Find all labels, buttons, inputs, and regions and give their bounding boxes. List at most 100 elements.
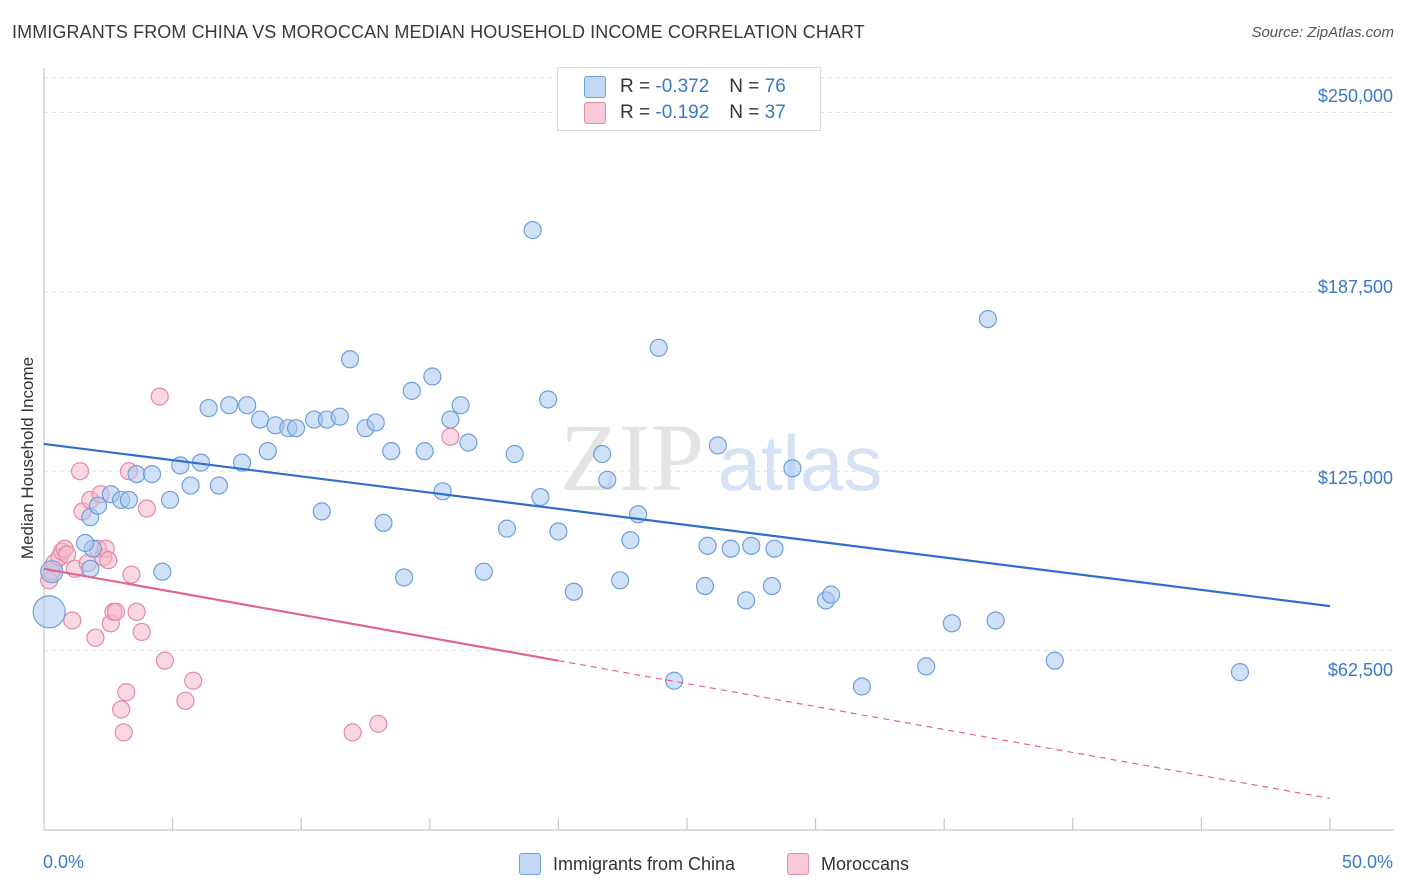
data-point [70,462,90,481]
data-point [539,390,558,409]
data-point [762,576,781,596]
data-point [160,490,180,510]
data-point [708,436,727,455]
watermark-atlas: atlas [718,419,883,507]
data-point [76,533,95,553]
moroccans-points [40,387,460,742]
data-point [155,651,174,670]
data-point [112,700,131,719]
data-point [721,539,740,558]
data-point [127,464,146,484]
data-point [81,559,100,578]
data-point [433,482,452,501]
data-point [394,568,414,587]
data-point [423,367,442,386]
legend-r-value: -0.192 [655,102,710,123]
data-point [531,487,550,507]
gridlines [44,77,1394,652]
chart-title: IMMIGRANTS FROM CHINA VS MOROCCAN MEDIAN… [12,22,865,42]
data-point [821,585,841,604]
data-point [117,683,136,702]
legend-swatch-blue [584,76,606,98]
data-point [374,513,393,532]
data-point [114,723,133,742]
data-point [497,519,517,538]
data-point [132,622,151,642]
data-point [402,381,421,400]
data-point [63,611,82,630]
y-tick-label: $250,000 [1317,86,1393,106]
trend-line-moroccans [43,567,559,662]
data-point [99,551,118,570]
data-point [598,470,617,489]
watermark-zip: ZIP [560,404,704,511]
data-point [474,562,493,581]
data-point [220,396,239,415]
axes [43,68,1394,831]
data-point [209,476,228,495]
data-point [852,677,871,696]
data-point [88,496,108,515]
data-point [58,545,77,564]
data-point [978,309,998,329]
data-point [122,565,141,584]
data-point [142,464,162,484]
series-legend-china: Immigrants from China [519,853,735,875]
data-point [549,522,568,541]
data-point [250,410,270,429]
legend-n-label: N = [729,102,760,123]
legend-row-china: R = -0.372 N = 76 [584,75,786,99]
data-point [343,723,362,742]
legend-row-moroccans: R = -0.192 N = 37 [584,101,786,125]
legend-n-value: 37 [764,102,786,123]
data-point [459,433,478,452]
source-label: Source: ZipAtlas.com [1251,24,1394,41]
data-point [176,691,195,710]
data-point [765,539,784,558]
data-point [564,582,583,601]
legend-n-value: 76 [764,76,786,97]
data-point [942,614,962,633]
data-point [505,444,524,464]
data-point [286,419,306,438]
trend-line-moroccans-extension [558,660,1331,800]
data-point [665,671,684,690]
legend-n-label: N = [729,76,760,97]
data-point [695,576,715,596]
data-point [32,595,66,629]
data-point [382,442,401,461]
series-legend-moroccans: Moroccans [787,853,909,875]
legend-r-label: R = [620,76,651,97]
y-tick-label: $125,000 [1317,468,1393,488]
data-point [184,671,203,690]
trend-line-china [43,442,1331,608]
data-point [698,536,717,555]
legend-series-label: Immigrants from China [553,853,736,874]
data-point [441,410,460,429]
y-tick-label: $62,500 [1327,660,1393,680]
data-point [441,427,460,446]
data-point [340,350,360,369]
x-tick-label-min: 0.0% [43,852,85,872]
data-point [106,602,126,621]
legend-series-label: Moroccans [821,853,910,874]
data-point [258,442,277,461]
data-point [415,442,434,461]
data-point [86,628,105,647]
correlation-legend: R = -0.372 N = 76 R = -0.192 N = 37 [557,67,821,131]
data-point [593,444,612,464]
data-point [153,562,172,581]
data-point [369,714,388,733]
data-point [238,396,257,415]
data-point [611,571,630,590]
legend-r-value: -0.372 [655,76,710,97]
china-points [32,221,1250,696]
legend-swatch-blue [519,853,541,875]
data-point [917,657,936,676]
x-tick-label-max: 50.0% [1341,852,1393,872]
data-point [366,413,385,432]
data-point [127,602,146,621]
data-point [523,221,542,240]
data-point [986,611,1005,630]
